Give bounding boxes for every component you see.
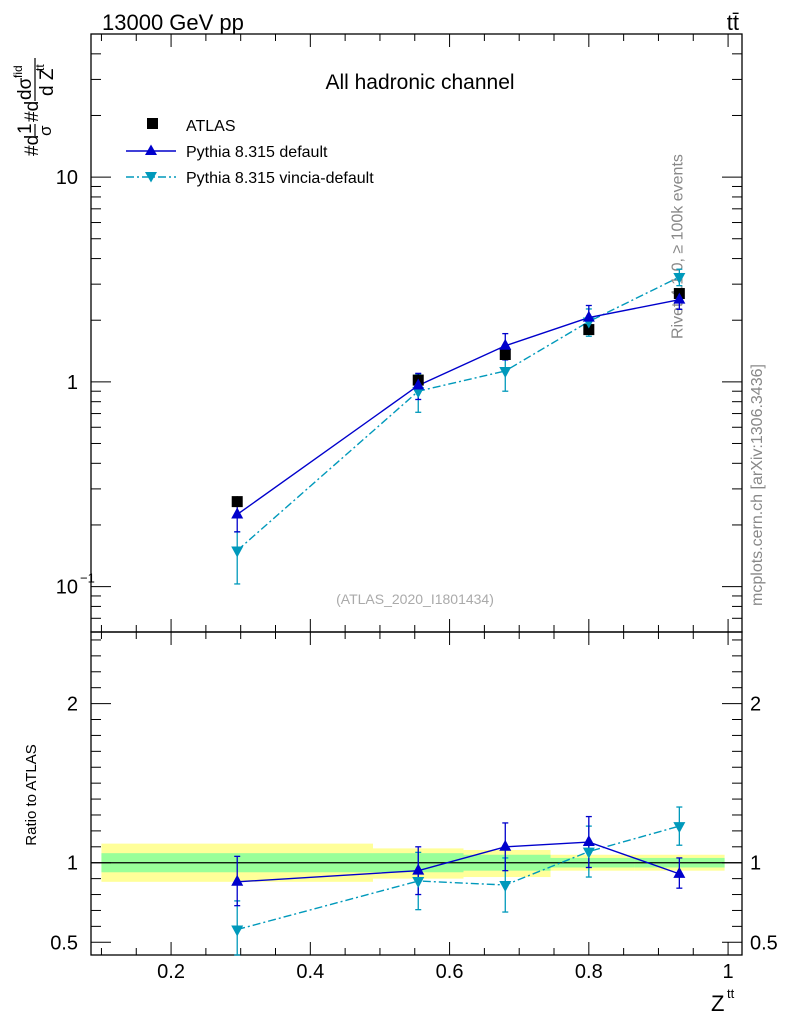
ratio-vincia-point [499, 880, 512, 892]
vincia-point [673, 273, 686, 285]
ratio-y-tick-labels: 0.5 0.5 1 1 2 2 [50, 694, 778, 955]
vincia-point [499, 366, 512, 378]
main-y-tick-label: 10 [56, 167, 78, 189]
ratio-vincia-point [582, 847, 595, 859]
ratio-y-tick-label-right: 1 [750, 853, 761, 875]
legend-default-marker [145, 144, 157, 155]
main-ticks [91, 33, 742, 633]
legend-atlas-marker [147, 118, 158, 129]
default-point [412, 378, 425, 390]
ratio-default-point [412, 863, 425, 875]
analysis-label: (ATLAS_2020_I1801434) [336, 591, 494, 607]
energy-label: 13000 GeV pp [102, 10, 244, 35]
x-axis-label: Z tt [711, 986, 735, 1016]
ratio-default-point [499, 839, 512, 851]
default-line [236, 298, 680, 516]
x-tick-labels: 0.2 0.4 0.6 0.8 1 [157, 961, 733, 983]
atlas-point [583, 324, 595, 336]
ratio-y-tick-label-right: 2 [750, 694, 761, 716]
x-tick-label: 0.2 [157, 961, 185, 983]
vincia-point [231, 546, 244, 558]
x-label-base: Z [711, 991, 724, 1016]
ratio-y-tick-label-left: 1 [67, 853, 78, 875]
default-point [499, 338, 512, 350]
ratio-ticks [91, 632, 742, 955]
x-label-sup: tt [727, 986, 735, 1001]
y-label-hashd: #d [22, 101, 43, 122]
main-series [231, 268, 686, 585]
process-label: tt̄ [727, 10, 739, 35]
ratio-y-tick-label-right: 0.5 [750, 932, 778, 954]
ratio-y-tick-label-left: 2 [67, 694, 78, 716]
chart-title: All hadronic channel [325, 71, 514, 94]
main-y-tick-exponent: −1 [80, 571, 95, 586]
ratio-vincia-point [673, 822, 686, 834]
legend-vincia-label: Pythia 8.315 vincia-default [186, 170, 374, 187]
ratio-frame-border [90, 631, 743, 956]
legend-default-label: Pythia 8.315 default [186, 144, 328, 161]
vincia-line [236, 276, 680, 552]
vincia-point [412, 387, 425, 399]
atlas-point [231, 496, 243, 508]
x-tick-label: 1 [723, 961, 734, 983]
main-y-tick-label: 1 [67, 372, 78, 394]
main-y-tick-label: 10 [56, 577, 78, 599]
ratio-default-point [673, 866, 686, 878]
ratio-series [231, 806, 686, 956]
ratio-vincia-point [231, 925, 244, 937]
x-tick-label: 0.4 [296, 961, 324, 983]
main-y-axis-label: #d 1 σ #d dσ fid d Z tt [11, 58, 58, 156]
ratio-panel: 0.5 0.51 12 2 0.2 0.4 0.6 0.8 1 Ratio to ATLAS … [23, 631, 778, 1016]
y-label-sigma: σ [36, 125, 55, 136]
ratio-uncertainty-bands [91, 843, 742, 882]
ratio-y-axis-label: Ratio to ATLAS [23, 744, 40, 845]
default-point [231, 507, 244, 519]
x-tick-label: 0.6 [436, 961, 464, 983]
rivet-version-label: Rivet 4.1.0, ≥ 100k events [670, 154, 687, 339]
y-label-fid: fid [11, 65, 25, 78]
y-label-one: 1 [15, 123, 36, 134]
ratio-vincia-point [412, 877, 425, 889]
y-label-dsigma: dσ [15, 77, 36, 100]
ratio-default-point [582, 835, 595, 847]
y-label-dz: d Z [37, 68, 58, 96]
x-tick-label: 0.8 [575, 961, 603, 983]
y-label-tt: tt [33, 64, 47, 71]
ratio-y-tick-label-left: 0.5 [50, 932, 78, 954]
ratio-default-point [231, 874, 244, 886]
default-point [673, 292, 686, 304]
default-point [582, 310, 595, 322]
y-label-prefix: #d [22, 135, 43, 156]
legend-atlas-label: ATLAS [186, 118, 236, 135]
ratio-plot-area [90, 631, 743, 956]
legend-vincia-marker [145, 172, 157, 183]
atlas-point [499, 349, 511, 361]
mcplots-label: mcplots.cern.ch [arXiv:1306.3436] [749, 364, 766, 606]
legend: ATLAS Pythia 8.315 default Pythia 8.315 … [126, 118, 374, 187]
